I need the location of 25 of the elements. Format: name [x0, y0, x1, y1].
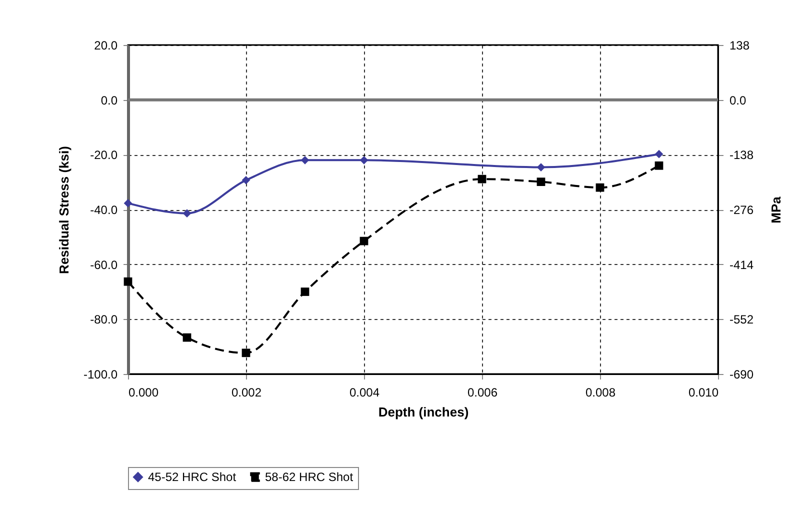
x-tick-label: 0.004: [349, 386, 380, 400]
x-tick-label: 0.000: [128, 386, 159, 400]
y2-tick-label: 0.0: [730, 93, 747, 108]
y2-tick-label: -414: [730, 258, 754, 272]
y2-tick-label: 138: [730, 38, 750, 52]
y-tick-label: 0.0: [100, 93, 118, 108]
legend-label: 45-52 HRC Shot: [148, 470, 237, 484]
y2-tick-label: -690: [730, 368, 754, 382]
x-tick-label: 0.006: [467, 386, 498, 400]
legend-label: 58-62 HRC Shot: [265, 470, 354, 484]
y-tick-label: 20.0: [94, 38, 118, 52]
y2-tick-label: -552: [730, 312, 754, 327]
x-tick-label: 0.010: [688, 386, 719, 400]
y-tick-label: -60.0: [90, 258, 118, 272]
y-axis-title: Residual Stress (ksi): [56, 146, 72, 274]
x-tick-label: 0.002: [231, 386, 262, 400]
y-tick-label: -100.0: [83, 368, 118, 382]
x-tick-label: 0.008: [585, 386, 616, 400]
x-axis-title: Depth (inches): [378, 404, 469, 420]
y-tick-label: -20.0: [90, 148, 118, 162]
y2-tick-label: -138: [730, 148, 754, 162]
y2-tick-label: -276: [730, 203, 754, 217]
y2-axis-title: MPa: [768, 196, 784, 224]
y-tick-label: -40.0: [90, 203, 118, 217]
y-tick-label: -80.0: [90, 312, 118, 327]
